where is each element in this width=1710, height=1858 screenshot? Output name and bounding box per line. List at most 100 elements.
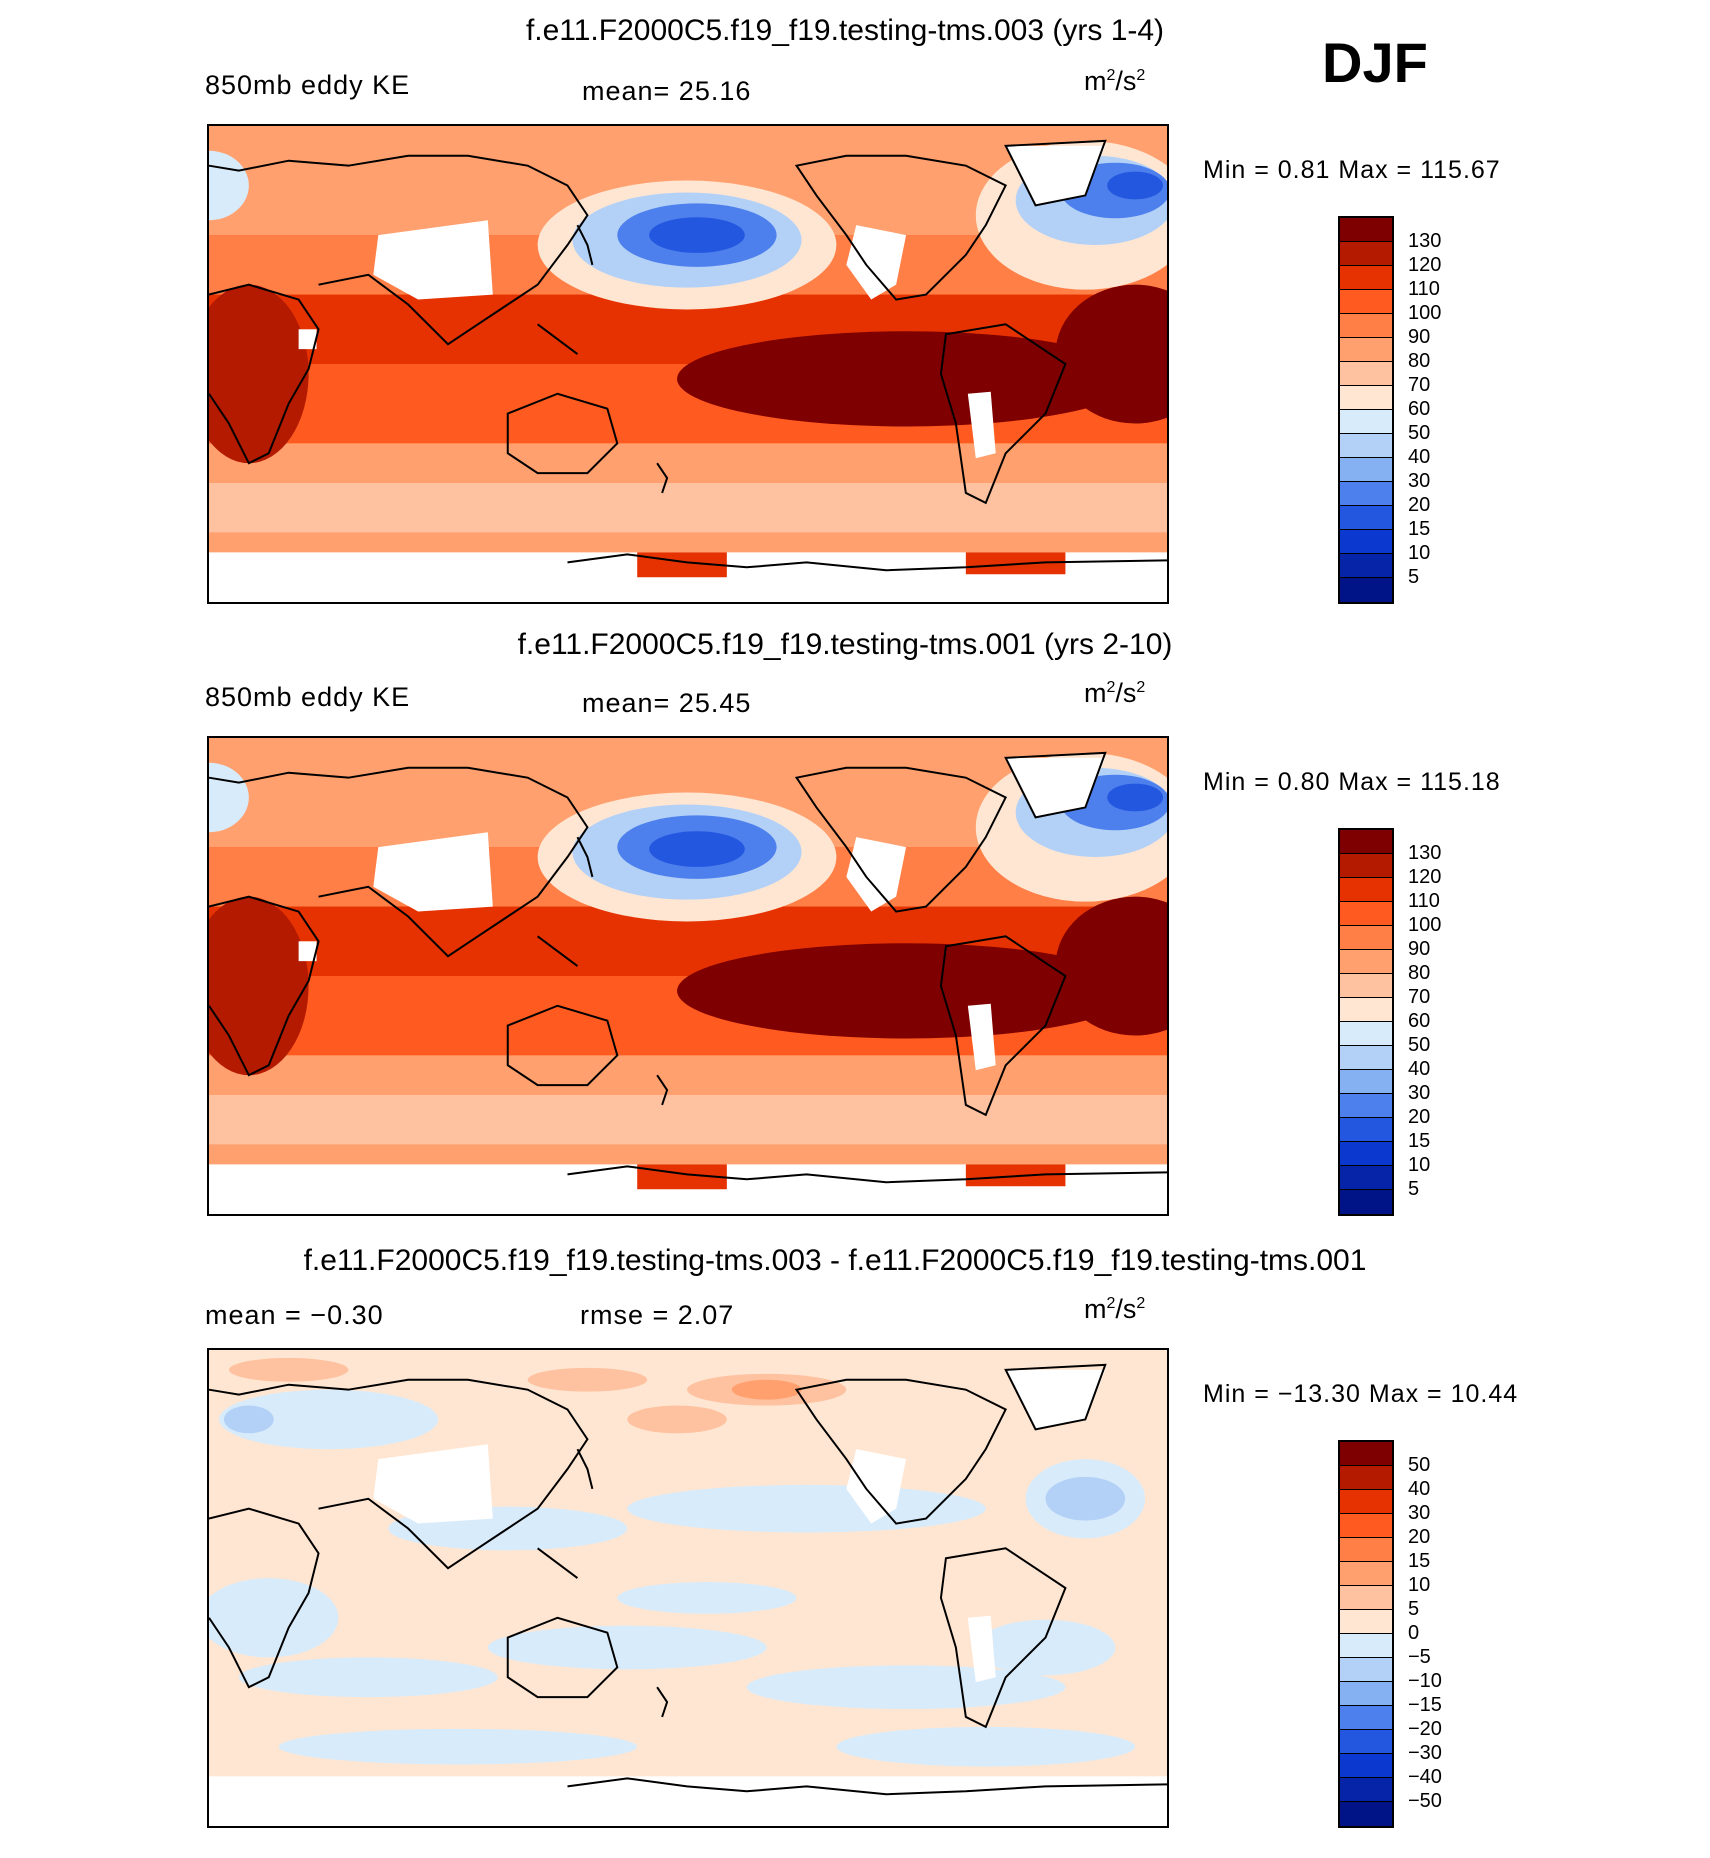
colorbar-segment <box>1340 338 1392 362</box>
colorbar-tick-label: 10 <box>1408 1154 1431 1176</box>
field-band <box>209 483 1167 533</box>
colorbar-tick-label: 100 <box>1408 302 1442 324</box>
colorbar-segment <box>1340 1046 1392 1070</box>
colorbar-tick-label: 90 <box>1408 326 1431 348</box>
coastline <box>576 1448 594 1490</box>
colorbar-segment <box>1340 218 1392 242</box>
colorbar-tick-label: 30 <box>1408 1502 1431 1524</box>
coastline <box>794 1378 1008 1525</box>
coastline <box>794 154 1008 301</box>
colorbar-tick-label: 30 <box>1408 470 1431 492</box>
colorbar-tick-label: 5 <box>1408 1178 1420 1200</box>
panel-3-rmse-label: rmse = 2.07 <box>580 1300 735 1330</box>
mask-ethiopia <box>298 941 317 962</box>
colorbar-tick-label: 20 <box>1408 1106 1431 1128</box>
coastline <box>567 1165 1167 1184</box>
colorbar-tick-label: 90 <box>1408 938 1431 960</box>
colorbar-tick-label: 120 <box>1408 866 1442 888</box>
panel-1-units: m2/s2 <box>1084 66 1146 96</box>
colorbar-segment <box>1340 1586 1392 1610</box>
panel-1-mean-label: mean= 25.16 <box>582 76 752 106</box>
coastline <box>656 1686 669 1718</box>
mask-rockies <box>846 225 907 300</box>
colorbar-tick-label: 80 <box>1408 962 1431 984</box>
mask-tibet <box>373 1444 493 1524</box>
diff-positive-patch <box>617 1582 797 1614</box>
colorbar-segment <box>1340 1142 1392 1166</box>
colorbar-segment <box>1340 974 1392 998</box>
diff-positive-patch <box>487 1625 767 1670</box>
diff-positive-patch <box>278 1728 638 1765</box>
colorbar-segment <box>1340 926 1392 950</box>
colorbar-tick-label: 40 <box>1408 446 1431 468</box>
colorbar-segment <box>1340 482 1392 506</box>
colorbar-segment <box>1340 902 1392 926</box>
colorbar-tick-label: 70 <box>1408 986 1431 1008</box>
colorbar-segment <box>1340 530 1392 554</box>
panel-3-colorbar <box>1338 1440 1394 1828</box>
field-min-atlantic <box>1055 284 1167 424</box>
colorbar-segment <box>1340 1682 1392 1706</box>
colorbar-segment <box>1340 290 1392 314</box>
colorbar-tick-label: 20 <box>1408 1526 1431 1548</box>
colorbar-segment <box>1340 1706 1392 1730</box>
coastline <box>656 462 669 494</box>
coastline <box>1004 751 1107 819</box>
coastline <box>567 1777 1167 1796</box>
colorbar-tick-label: −20 <box>1408 1718 1442 1740</box>
colorbar-tick-label: −40 <box>1408 1766 1442 1788</box>
mask-tibet <box>373 220 493 300</box>
coastline <box>939 323 1067 505</box>
colorbar-segment <box>1340 266 1392 290</box>
colorbar-tick-label: 40 <box>1408 1058 1431 1080</box>
colorbar-tick-label: 70 <box>1408 374 1431 396</box>
coastline <box>656 1074 669 1106</box>
panel-2-mean-label: mean= 25.45 <box>582 688 752 718</box>
diff-negative-peak <box>731 1379 802 1400</box>
coastline <box>576 836 594 878</box>
diff-positive-patch <box>627 1484 986 1533</box>
coastline <box>537 1547 579 1579</box>
coastline <box>537 935 579 967</box>
colorbar-tick-label: 100 <box>1408 914 1442 936</box>
coastline <box>794 766 1008 913</box>
coastline <box>506 1616 619 1699</box>
coastline <box>209 1378 589 1570</box>
colorbar-tick-label: 15 <box>1408 518 1431 540</box>
mask-antarctica <box>209 1776 1167 1826</box>
panel-2-map <box>207 736 1169 1216</box>
colorbar-tick-label: 50 <box>1408 1454 1431 1476</box>
panel-3-map <box>207 1348 1169 1828</box>
colorbar-segment <box>1340 1022 1392 1046</box>
colorbar-segment <box>1340 878 1392 902</box>
colorbar-segment <box>1340 1442 1392 1466</box>
mask-tibet <box>373 832 493 912</box>
colorbar-segment <box>1340 950 1392 974</box>
colorbar-segment <box>1340 1634 1392 1658</box>
diff-positive-peak <box>1045 1476 1126 1521</box>
colorbar-tick-label: 30 <box>1408 1082 1431 1104</box>
panel-3-minmax: Min = −13.30 Max = 10.44 <box>1203 1380 1519 1408</box>
coastline <box>1004 139 1107 207</box>
colorbar-segment <box>1340 242 1392 266</box>
mask-rockies <box>846 1449 907 1524</box>
diff-positive-patch <box>975 1619 1116 1676</box>
panel-3-mean-label: mean = −0.30 <box>205 1300 384 1330</box>
field-storm-atlantic <box>1107 171 1164 200</box>
diff-negative-patch <box>527 1367 648 1392</box>
panel-2-colorbar <box>1338 828 1394 1216</box>
colorbar-segment <box>1340 1070 1392 1094</box>
colorbar-tick-label: 50 <box>1408 422 1431 444</box>
mask-greenland <box>1005 145 1106 206</box>
colorbar-segment <box>1340 434 1392 458</box>
diff-positive-patch <box>218 1389 439 1450</box>
panel-1-variable-label: 850mb eddy KE <box>205 70 411 100</box>
coastline <box>209 766 589 958</box>
colorbar-segment <box>1340 1118 1392 1142</box>
colorbar-tick-label: 5 <box>1408 566 1420 588</box>
panel-2-map-svg <box>209 738 1167 1214</box>
colorbar-tick-label: −30 <box>1408 1742 1442 1764</box>
diff-positive-peak <box>223 1405 274 1434</box>
coastline <box>506 1004 619 1087</box>
colorbar-tick-label: −5 <box>1408 1646 1431 1668</box>
